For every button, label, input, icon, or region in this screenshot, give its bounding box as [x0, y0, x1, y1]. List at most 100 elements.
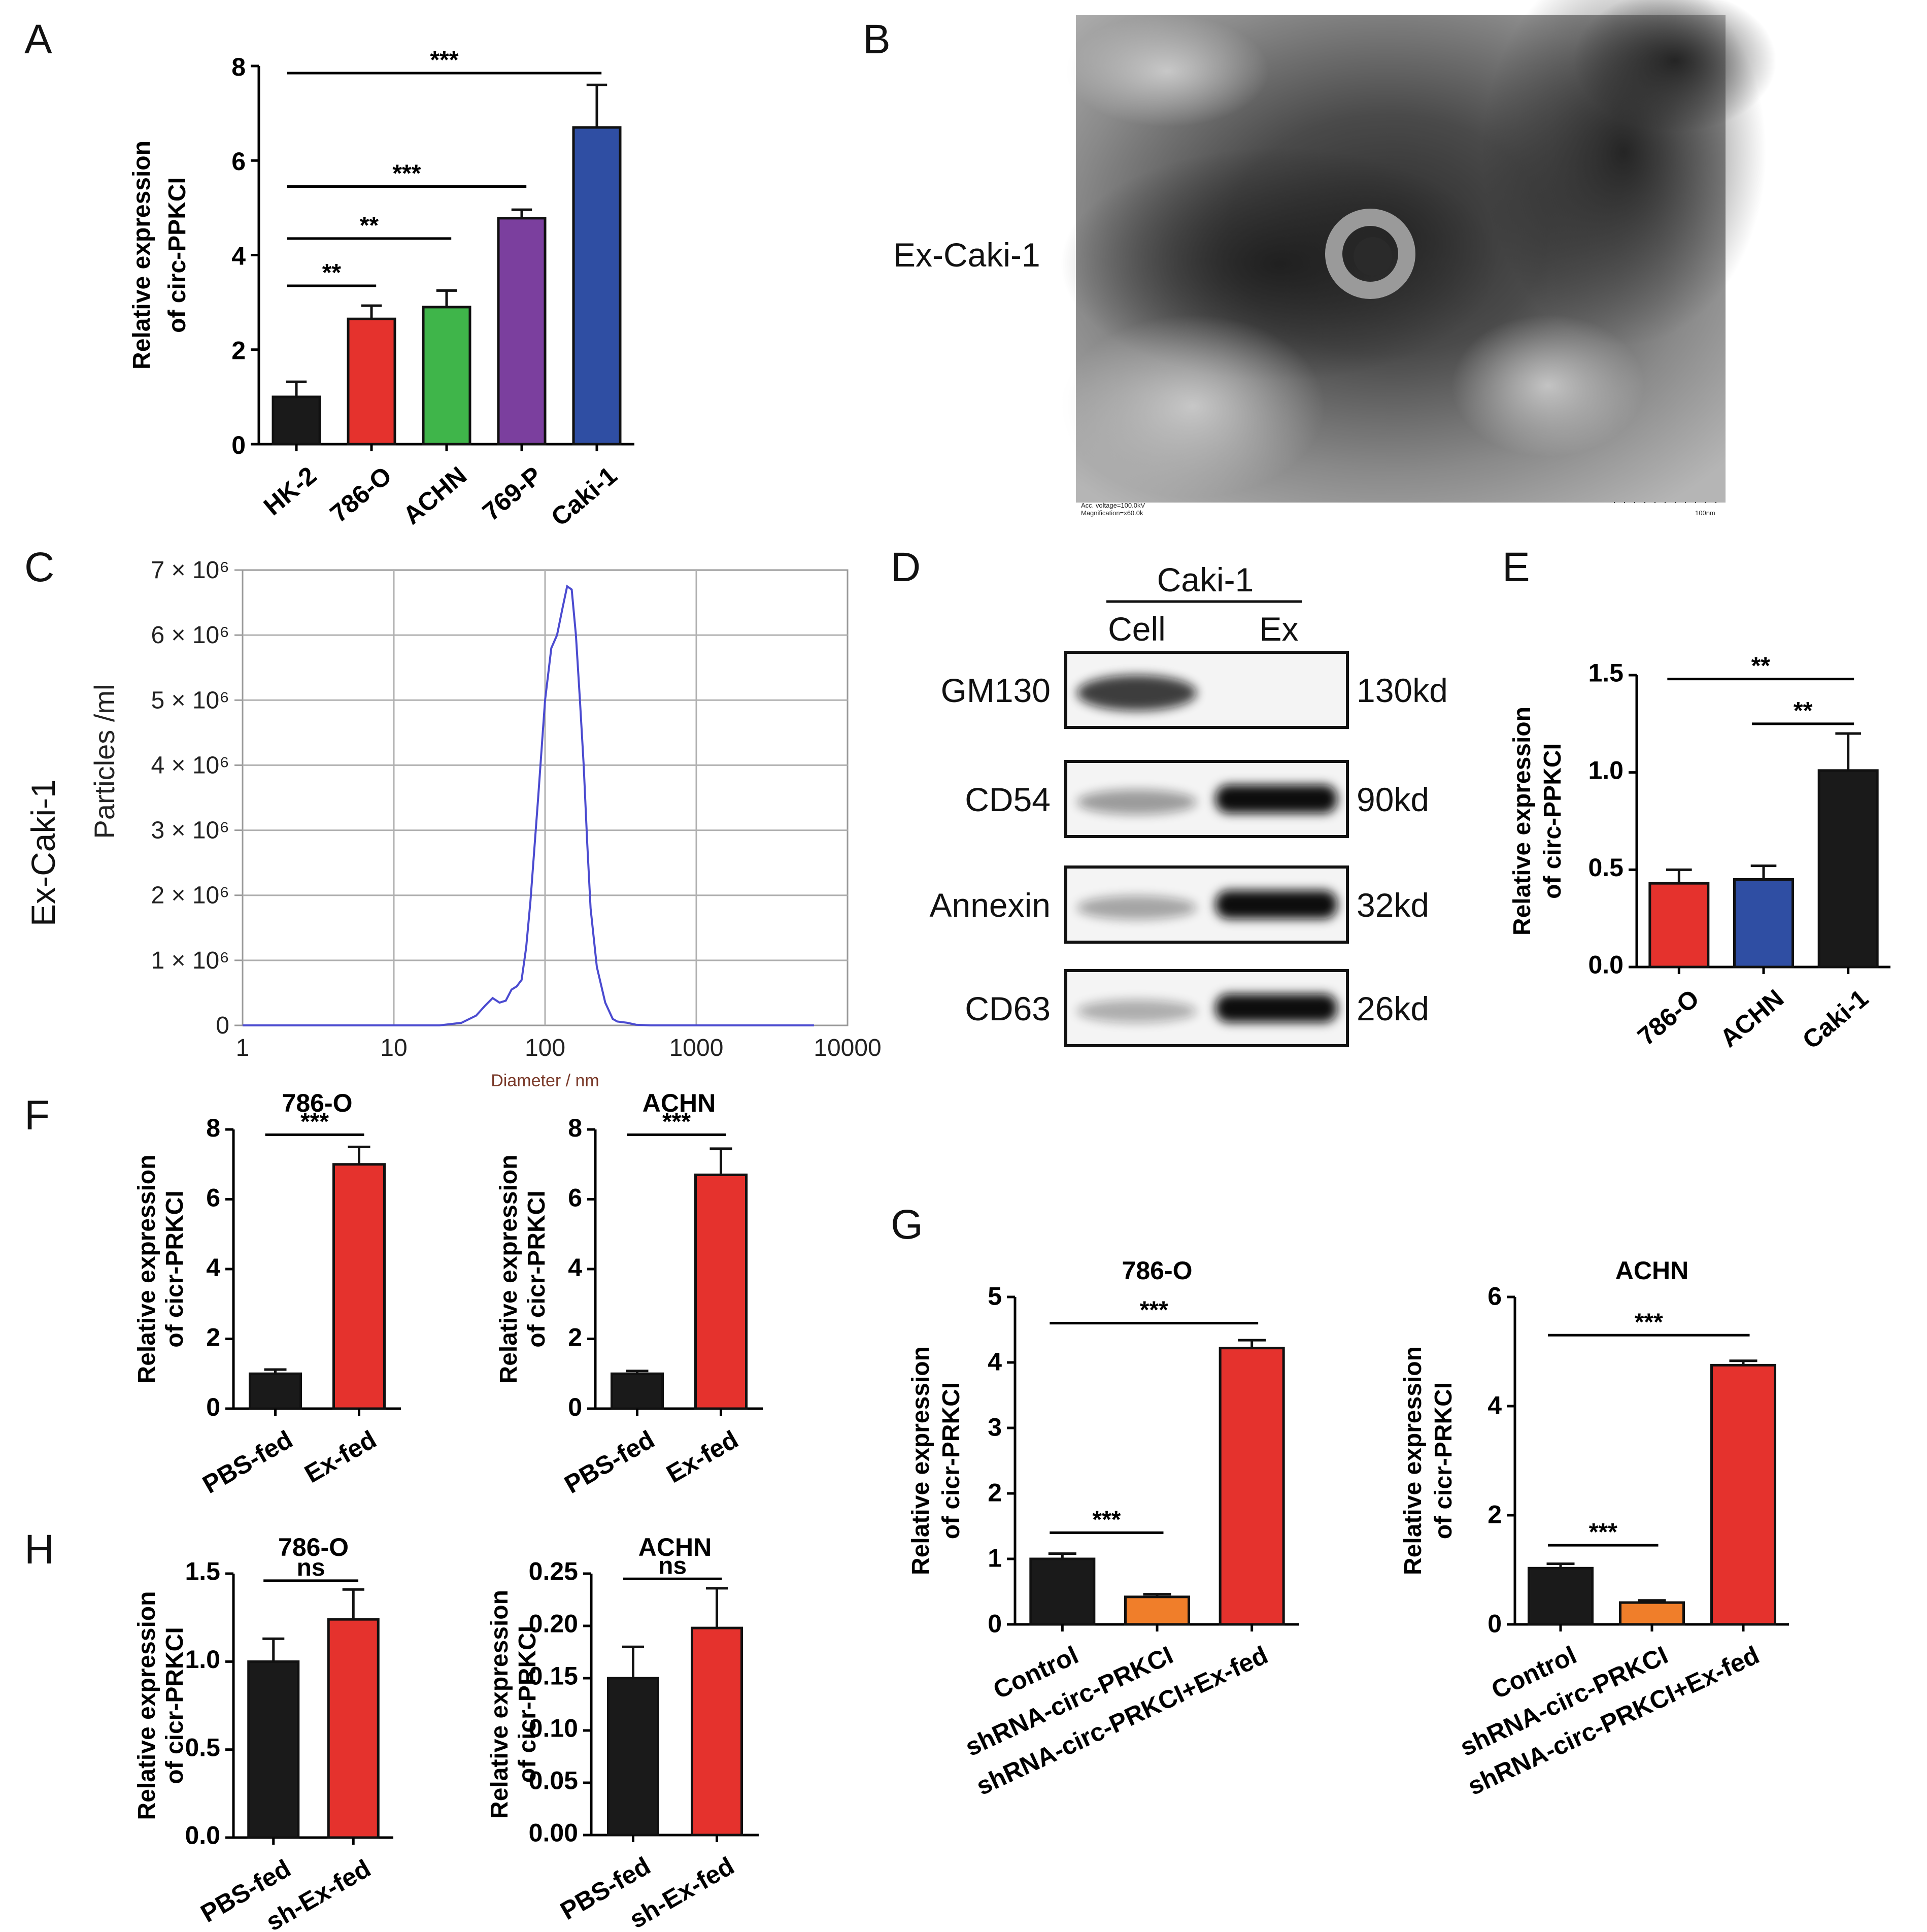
significance-label: ** — [1794, 697, 1813, 724]
x-tick-label: 786-O — [1632, 984, 1704, 1051]
blot-band-cell — [1077, 1000, 1197, 1023]
blot-protein-label: CD54 — [965, 781, 1051, 818]
y-axis-title: Relative expression — [486, 1590, 513, 1819]
y-axis-title: of cicr-PRKCI — [161, 1190, 188, 1347]
blot-protein-label: GM130 — [941, 672, 1051, 709]
nta-size-curve — [243, 584, 814, 1026]
bar — [1817, 769, 1879, 969]
y-tick-label: 0.20 — [529, 1610, 578, 1638]
chart-title: ACHN — [643, 1089, 716, 1117]
panel-label-b: B — [863, 16, 891, 62]
chart-h-786o: 0.0 0.5 1.0 1.5 Relative expression of cicr-P… — [133, 1533, 393, 1932]
y-tick-label: 4 — [231, 242, 246, 270]
y-tick-label: 0 — [231, 431, 246, 459]
nta-sample-label: Ex-Caki-1 — [24, 779, 62, 926]
y-tick-label: 4 — [568, 1253, 582, 1282]
blot-size-label: 130kd — [1357, 672, 1448, 709]
blot-band-cell — [1077, 895, 1197, 920]
y-tick-label: 0.15 — [529, 1662, 578, 1690]
y-tick-label: 0 — [206, 1393, 220, 1421]
bar — [247, 1660, 300, 1839]
y-tick-label: 1 — [988, 1544, 1002, 1572]
blot-band-ex — [1215, 890, 1337, 919]
bar — [327, 1618, 380, 1839]
chart-h-achn: 0.00 0.05 0.10 0.15 0.20 0.25 Relative express… — [486, 1533, 759, 1932]
y-tick-label: 8 — [231, 53, 246, 81]
bar — [691, 1626, 743, 1837]
western-blot-panel: Caki-1 Cell Ex GM130 130kd CD54 90kd Annexin… — [929, 561, 1448, 1047]
nta-y-tick-label: 7 × 10⁶ — [151, 557, 229, 584]
y-tick-label: 3 — [988, 1413, 1002, 1441]
y-tick-label: 6 — [231, 147, 246, 176]
y-tick-label: 1.5 — [185, 1557, 220, 1586]
y-tick-label: 2 — [206, 1323, 220, 1352]
y-axis-title: of cicr-PRKCI — [523, 1190, 550, 1347]
x-tick-label: Ex-fed — [300, 1425, 381, 1488]
bar — [347, 317, 396, 446]
y-axis-title: of cicr-PRKCI — [161, 1627, 188, 1784]
tem-caption-voltage: Acc. voltage=100.0kV — [1081, 502, 1145, 509]
nta-y-axis-label: Particles /ml — [88, 684, 120, 839]
nta-x-axis-label: Diameter / nm — [491, 1071, 599, 1090]
y-axis-title: Relative expression — [495, 1155, 522, 1384]
tem-micrograph-panel: Ex-Caki-1 Acc. voltage=100.0kV Magnifica… — [893, 0, 1776, 517]
bar — [1733, 878, 1794, 969]
y-axis-title: Relative expression — [1509, 707, 1536, 936]
panel-label-c: C — [24, 544, 54, 590]
nta-y-tick-label: 0 — [216, 1012, 229, 1039]
y-tick-label: 0 — [988, 1609, 1002, 1638]
y-tick-label: 2 — [1487, 1500, 1502, 1528]
chart-title: 786-O — [1122, 1256, 1193, 1285]
chart-title: ACHN — [1615, 1256, 1688, 1285]
y-tick-label: 0 — [1487, 1609, 1502, 1638]
bar — [497, 217, 547, 446]
panel-label-a: A — [24, 16, 52, 62]
bar — [1124, 1595, 1190, 1626]
significance-label: *** — [1635, 1309, 1663, 1336]
x-tick-label: ACHN — [1715, 984, 1789, 1053]
nta-panel: Ex-Caki-1 Particles /ml 1 10 100 1000 10000 0… — [24, 557, 882, 1090]
y-tick-label: 2 — [988, 1478, 1002, 1507]
tem-caption-scale: 100nm — [1695, 509, 1715, 517]
x-tick-label: 786-O — [325, 461, 397, 528]
y-axis-title: Relative expression — [1400, 1346, 1427, 1575]
chart-title: 786-O — [278, 1533, 349, 1561]
nta-y-tick-label: 5 × 10⁶ — [151, 687, 229, 714]
nta-y-tick-label: 6 × 10⁶ — [151, 622, 229, 649]
bar — [1648, 882, 1710, 969]
y-tick-label: 0.0 — [1588, 951, 1624, 979]
nta-ticks: 1 10 100 1000 10000 0 1 × 10⁶ 2 × 10⁶ 3 × 10⁶ 4 ×… — [151, 557, 881, 1061]
chart-e: 0.0 0.5 1.0 1.5 Relative expression of circ-P… — [1509, 653, 1890, 1054]
y-axis-title: of circ-PPKCI — [164, 177, 191, 333]
y-tick-label: 8 — [568, 1114, 582, 1142]
y-tick-label: 2 — [568, 1323, 582, 1352]
y-tick-label: 0.25 — [529, 1557, 578, 1586]
y-tick-label: 0.5 — [1588, 853, 1624, 882]
bar — [249, 1372, 302, 1410]
x-tick-label: HK-2 — [258, 461, 322, 521]
nta-y-tick-label: 2 × 10⁶ — [151, 882, 229, 909]
chart-title: ACHN — [638, 1533, 712, 1561]
bar — [607, 1677, 659, 1837]
y-tick-label: 1.5 — [1588, 659, 1624, 687]
blot-band-ex — [1215, 994, 1337, 1022]
nta-y-tick-label: 4 × 10⁶ — [151, 752, 229, 779]
tem-caption-magnification: Magnification=x60.0k — [1081, 509, 1143, 517]
blot-protein-label: CD63 — [965, 990, 1051, 1027]
blot-column-ex: Ex — [1259, 610, 1298, 648]
tem-light-region — [1061, 315, 1325, 497]
y-tick-label: 0 — [568, 1393, 582, 1421]
x-tick-label: PBS-fed — [198, 1425, 297, 1499]
y-tick-label: 4 — [206, 1253, 220, 1282]
nta-x-tick-label: 10000 — [814, 1035, 881, 1061]
y-axis-title: Relative expression — [133, 1591, 160, 1820]
y-axis-title: of circ-PPKCI — [1539, 743, 1566, 899]
significance-label: *** — [1589, 1519, 1617, 1546]
blot-band-ex — [1215, 785, 1337, 813]
y-axis-title: of cicr-PRKCI — [514, 1626, 541, 1783]
y-tick-label: 0.00 — [529, 1819, 578, 1847]
bar — [1029, 1557, 1096, 1626]
x-tick-label: ACHN — [398, 461, 472, 530]
nta-x-tick-label: 1 — [236, 1035, 250, 1061]
